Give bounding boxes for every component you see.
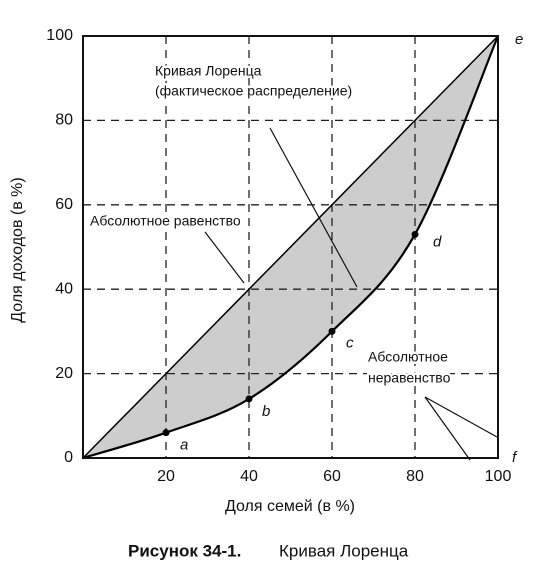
- y-tick-label: 60: [55, 196, 73, 213]
- x-tick-label: 100: [485, 468, 512, 485]
- annotation: Абсолютное: [368, 349, 448, 365]
- annotation: Абсолютное равенство: [90, 213, 241, 229]
- point-label: a: [180, 437, 188, 454]
- leader-line: [269, 127, 358, 288]
- y-tick-label: 80: [55, 112, 73, 129]
- y-tick-label: 40: [55, 280, 73, 297]
- annotation: (фактическое распределение): [155, 83, 352, 99]
- x-tick-label: 80: [406, 468, 424, 485]
- leader-line: [424, 396, 498, 438]
- point-label: d: [433, 233, 442, 250]
- leader-line: [204, 231, 245, 284]
- data-point: [411, 230, 419, 238]
- point-label: c: [346, 334, 354, 351]
- y-tick-label: 100: [46, 27, 73, 44]
- x-tick-label: 40: [240, 468, 258, 485]
- point-label: e: [515, 31, 523, 48]
- caption-number: Рисунок 34-1.: [128, 541, 241, 560]
- x-tick-label: 60: [323, 468, 341, 485]
- data-point: [245, 395, 253, 403]
- y-tick-label: 20: [55, 365, 73, 382]
- corner-label: f: [512, 449, 518, 466]
- y-axis-label: Доля доходов (в %): [9, 177, 26, 322]
- data-point: [162, 429, 170, 437]
- point-label: b: [262, 403, 270, 420]
- x-axis-label: Доля семей (в %): [225, 498, 355, 515]
- annotation: неравенство: [368, 370, 451, 386]
- caption-text: Кривая Лоренца: [279, 541, 409, 560]
- annotation: Кривая Лоренца: [155, 63, 262, 79]
- equality-line: [82, 35, 499, 459]
- data-point: [328, 327, 336, 335]
- plot-frame: [82, 35, 499, 459]
- leader-line: [424, 396, 471, 461]
- x-tick-label: 20: [157, 468, 175, 485]
- y-tick-label: 0: [64, 449, 73, 466]
